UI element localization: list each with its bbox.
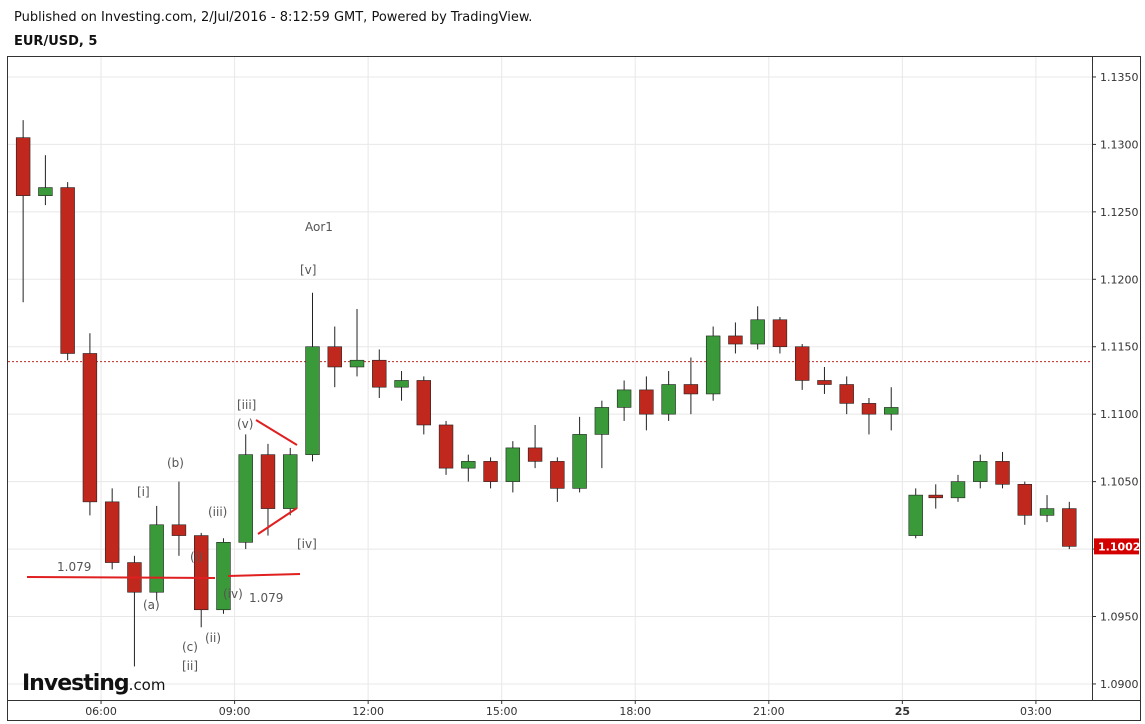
- y-tick-label: 1.1150: [1100, 341, 1139, 354]
- x-tick-label: 15:00: [486, 705, 518, 718]
- candle-body: [527, 447, 543, 462]
- annotation: 1.079: [249, 591, 283, 605]
- candle-body: [38, 187, 53, 196]
- candle-body: [260, 454, 276, 509]
- y-tick-label: 1.1350: [1100, 71, 1139, 84]
- header: Published on Investing.com, 2/Jul/2016 -…: [14, 10, 532, 25]
- chart-title: EUR/USD, 5: [14, 34, 97, 49]
- candle-body: [794, 346, 810, 381]
- candle-body: [616, 389, 632, 408]
- annotation: [i]: [137, 485, 150, 499]
- last-price-box: [1094, 538, 1139, 555]
- candle-body: [171, 524, 187, 536]
- x-tick-label: 03:00: [1020, 705, 1052, 718]
- candle-body: [438, 424, 454, 469]
- candle-body: [372, 359, 387, 388]
- candle-body: [416, 380, 431, 426]
- brand: Investing.com: [22, 671, 165, 696]
- annotation: (c): [182, 640, 198, 654]
- candle-body: [238, 454, 253, 543]
- annotation: [iii]: [237, 398, 256, 412]
- candle-body: [950, 481, 966, 499]
- candle-body: [683, 384, 699, 395]
- drawn-line: [257, 507, 298, 535]
- y-tick-label: 1.1250: [1100, 206, 1139, 219]
- candle-body: [772, 319, 788, 348]
- candle-body: [594, 407, 610, 435]
- candle-body: [572, 434, 587, 489]
- candle-body: [861, 403, 877, 415]
- frame: [7, 56, 1141, 721]
- candle-body: [750, 319, 765, 345]
- candle-body: [928, 494, 943, 499]
- candle-body: [884, 407, 899, 415]
- brand-suffix: .com: [129, 676, 166, 694]
- brand-name: Investing: [22, 671, 129, 696]
- candle-body: [283, 454, 298, 509]
- candle-body: [15, 137, 31, 196]
- x-tick-label: 12:00: [352, 705, 384, 718]
- candle-body: [973, 461, 988, 482]
- candle-body: [1039, 508, 1055, 516]
- candle-body: [908, 494, 923, 536]
- y-tick-label: 1.1200: [1100, 273, 1139, 286]
- last-price-label: 1.1002: [1098, 540, 1140, 553]
- annotation: (iii): [208, 505, 227, 519]
- annotation: (i): [190, 550, 203, 564]
- candle-body: [839, 384, 854, 404]
- annotation: (a): [143, 598, 160, 612]
- annotation: (iv): [223, 587, 243, 601]
- annotation: Aor1: [305, 220, 333, 234]
- annotation: [v]: [300, 263, 316, 277]
- candle-body: [1062, 508, 1077, 547]
- candle-body: [60, 187, 75, 354]
- candle-body: [82, 353, 98, 503]
- candle-body: [550, 461, 565, 489]
- annotation: (ii): [205, 631, 221, 645]
- annotation: (v): [237, 417, 253, 431]
- annotation: [iv]: [297, 537, 317, 551]
- candle-body: [461, 461, 476, 469]
- y-tick-label: 1.0900: [1100, 678, 1139, 691]
- candle-body: [817, 380, 832, 385]
- candle-body: [327, 346, 342, 368]
- candle-body: [349, 359, 365, 368]
- candle-body: [305, 346, 320, 455]
- x-tick-label: 21:00: [753, 705, 785, 718]
- annotation: (b): [167, 456, 184, 470]
- x-tick-label: 18:00: [619, 705, 651, 718]
- candle-body: [639, 389, 654, 415]
- y-tick-label: 1.1100: [1100, 408, 1139, 421]
- candle-body: [483, 461, 498, 482]
- candle-body: [705, 335, 721, 395]
- candle-body: [1017, 484, 1032, 516]
- x-tick-label: 25: [895, 705, 910, 718]
- candle-body: [728, 335, 743, 345]
- candle-body: [661, 384, 676, 415]
- drawn-line: [227, 573, 301, 577]
- candle-body: [505, 447, 521, 482]
- y-tick-label: 1.1050: [1100, 476, 1139, 489]
- candle-body: [394, 380, 409, 388]
- drawn-line: [26, 576, 216, 579]
- annotation: [ii]: [182, 659, 198, 673]
- candle-body: [104, 501, 120, 563]
- candle-body: [995, 461, 1010, 485]
- x-tick-label: 09:00: [219, 705, 251, 718]
- candle-body: [149, 524, 164, 593]
- annotation: 1.079: [57, 560, 91, 574]
- candle-body: [194, 535, 209, 611]
- y-tick-label: 1.0950: [1100, 611, 1139, 624]
- drawn-line: [255, 419, 298, 446]
- y-tick-label: 1.1300: [1100, 138, 1139, 151]
- x-tick-label: 06:00: [85, 705, 117, 718]
- drawings: [26, 419, 301, 579]
